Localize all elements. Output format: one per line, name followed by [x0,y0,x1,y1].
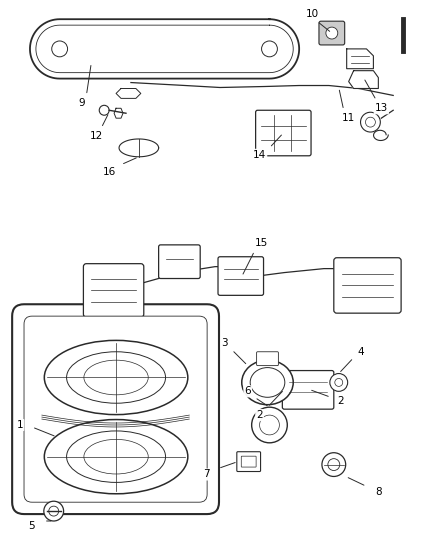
FancyBboxPatch shape [319,21,345,45]
Text: 2: 2 [256,410,263,420]
Circle shape [99,106,109,115]
Ellipse shape [67,431,166,482]
Circle shape [365,117,375,127]
Text: 16: 16 [102,167,116,176]
Text: 10: 10 [305,9,318,19]
Polygon shape [349,71,378,88]
Circle shape [360,112,380,132]
Circle shape [335,378,343,386]
Circle shape [49,506,59,516]
FancyBboxPatch shape [218,257,264,295]
Text: 1: 1 [17,420,23,430]
FancyBboxPatch shape [241,456,256,467]
FancyBboxPatch shape [24,316,207,502]
Circle shape [260,415,279,435]
Polygon shape [116,88,141,99]
Polygon shape [114,108,123,118]
Text: 11: 11 [342,113,355,123]
Ellipse shape [84,360,148,395]
Ellipse shape [84,439,148,474]
Circle shape [326,27,338,39]
Text: 8: 8 [375,487,381,497]
FancyBboxPatch shape [237,452,261,472]
FancyBboxPatch shape [256,110,311,156]
Polygon shape [119,139,159,157]
Polygon shape [346,49,374,69]
Text: 3: 3 [222,338,228,348]
Text: 2: 2 [337,396,344,406]
Ellipse shape [67,352,166,403]
FancyBboxPatch shape [159,245,200,279]
Circle shape [322,453,346,477]
Circle shape [261,41,277,57]
Text: 4: 4 [357,347,364,357]
Text: 12: 12 [90,131,103,141]
Text: 7: 7 [203,470,209,480]
Circle shape [328,459,340,471]
FancyBboxPatch shape [283,370,334,409]
Text: 9: 9 [78,98,85,108]
Circle shape [252,407,287,443]
Ellipse shape [242,360,293,405]
FancyBboxPatch shape [334,258,401,313]
Circle shape [52,41,67,57]
Text: 13: 13 [374,103,388,114]
FancyBboxPatch shape [257,352,279,366]
FancyBboxPatch shape [12,304,219,514]
Circle shape [44,501,64,521]
Polygon shape [30,19,299,78]
FancyBboxPatch shape [83,264,144,317]
Text: 6: 6 [244,386,251,397]
Text: 5: 5 [28,521,35,531]
Ellipse shape [44,419,188,494]
Ellipse shape [44,341,188,415]
Circle shape [330,374,348,391]
Text: 15: 15 [255,238,268,248]
Ellipse shape [250,368,285,397]
Text: 14: 14 [253,150,266,160]
